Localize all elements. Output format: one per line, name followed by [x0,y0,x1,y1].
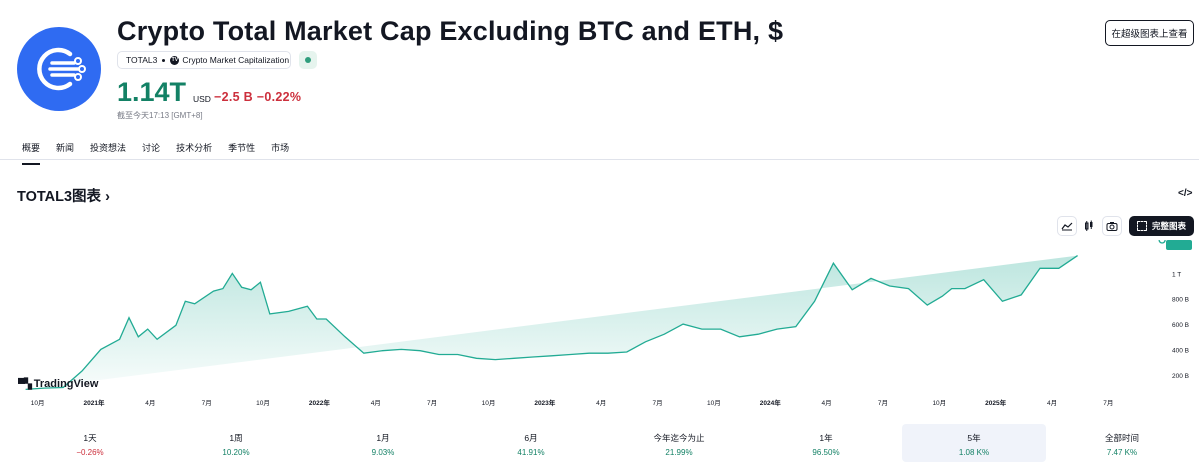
period-label: 6月 [524,433,538,443]
last-value-marker [1158,240,1166,244]
period-label: 5年 [967,433,981,443]
period-change-value: 96.50% [812,448,840,457]
full-chart-label: 完整图表 [1151,221,1186,231]
tab-technicals[interactable]: 技术分析 [176,143,213,153]
x-tick-label: 10月 [482,399,496,407]
period-label: 1周 [229,433,243,443]
total3-logo [17,27,101,111]
performance-periods: 1天 −0.26% 1周 10.20% 1月 9.03% 6月 41.91% 今年迄今为止 21.… [0,424,1199,462]
series-line [25,255,1078,391]
x-tick-label: 7月 [878,399,888,407]
camera-icon[interactable] [1102,216,1122,236]
page-title: Crypto Total Market Cap Excluding BTC an… [117,16,784,46]
tab-overview[interactable]: 概要 [22,141,41,165]
period-2[interactable]: 1月 9.03% [311,424,455,462]
full-chart-button[interactable]: 完整图表 [1129,216,1194,236]
timestamp: 截至今天17:13 [GMT+8] [117,111,203,120]
period-change-value: 7.47 K% [1106,448,1138,457]
y-tick-label: 400 B [1172,347,1189,354]
x-tick-label: 7月 [1103,399,1113,407]
period-change-value: 1.08 K% [958,448,990,457]
x-tick-label: 4月 [596,399,606,407]
status-dot-icon [305,57,311,63]
tab-seasonals[interactable]: 季节性 [228,143,256,153]
period-3[interactable]: 6月 41.91% [459,424,603,462]
symbol-label: TOTAL3 [126,55,158,65]
x-tick-label: 7月 [202,399,212,407]
period-1[interactable]: 1周 10.20% [164,424,308,462]
period-change-value: 9.03% [371,448,395,457]
candles-icon[interactable] [1079,216,1099,236]
symbol-chip[interactable]: TOTAL3 TV Crypto Market Capitalization [117,51,291,69]
y-tick-label: 1 T [1172,271,1181,278]
separator-dot [162,58,166,62]
market-status-badge[interactable] [299,51,317,69]
last-value-badge [1166,240,1192,250]
price-value: 1.14T [117,77,187,107]
chevron-right-icon: › [101,189,110,205]
source-label: Crypto Market Capitalization [182,55,290,65]
period-4[interactable]: 今年迄今为止 21.99% [607,424,751,462]
period-label: 全部时间 [1104,433,1139,443]
period-0[interactable]: 1天 −0.26% [18,424,162,462]
period-6[interactable]: 5年 1.08 K% [902,424,1046,462]
tab-divider [0,159,1199,160]
x-tick-label: 7月 [427,399,437,407]
market-cap-icon [37,47,86,91]
watermark-label: TradingView [33,378,99,390]
period-change-value: 41.91% [517,448,545,457]
tradingview-watermark: ▀▚ TradingView [18,378,98,390]
x-tick-label: 10月 [707,399,721,407]
x-tick-label: 2021年 [84,398,105,407]
y-tick-label: 600 B [1172,322,1189,329]
x-tick-label: 10月 [932,399,946,407]
x-tick-label: 4月 [145,399,155,407]
area-fill [25,255,1078,390]
tradingview-icon: TV [170,55,180,65]
x-tick-label: 4月 [822,399,832,407]
x-tick-label: 2023年 [534,398,555,407]
x-tick-label: 7月 [652,399,662,407]
currency-label: USD [193,94,211,104]
price-change: −2.5 B −0.22% [214,90,302,104]
x-tick-label: 2025年 [985,398,1006,407]
tab-ideas[interactable]: 投资想法 [90,143,127,153]
tab-bar: 概要 新闻 投资想法 讨论 技术分析 季节性 市场 [22,141,305,165]
chart-section-title[interactable]: TOTAL3图表 › [17,185,110,206]
last-value-label: 1.14T [1171,240,1188,242]
period-label: 1年 [819,433,833,443]
x-tick-label: 4月 [1047,399,1057,407]
x-tick-label: 2024年 [760,398,781,407]
period-change-value: 10.20% [222,448,250,457]
period-label: 今年迄今为止 [653,433,705,443]
area-style-icon[interactable] [1057,216,1077,236]
y-tick-label: 800 B [1172,297,1189,304]
market-cap-chart[interactable]: 1 T 800 B 600 B 400 B 200 B 10月 2021年 4月 7月 10月 2… [0,240,1199,412]
tab-markets[interactable]: 市场 [271,143,290,153]
x-tick-label: 2022年 [309,398,330,407]
embed-code-icon[interactable]: </> [1178,188,1193,199]
period-label: 1天 [83,433,97,443]
tab-discussion[interactable]: 讨论 [142,143,161,153]
tradingview-logo-icon: ▀▚ [18,378,32,390]
period-change-value: 21.99% [665,448,693,457]
period-5[interactable]: 1年 96.50% [754,424,898,462]
chart-section-label: TOTAL3图表 [17,189,102,205]
x-tick-label: 10月 [256,399,270,407]
x-tick-label: 10月 [31,399,45,407]
period-7[interactable]: 全部时间 7.47 K% [1050,424,1194,462]
fullscreen-icon [1136,221,1147,231]
x-tick-label: 4月 [371,399,381,407]
tab-news[interactable]: 新闻 [56,143,75,153]
open-supercharts-button[interactable]: 在超级图表上查看 [1105,20,1194,46]
period-change-value: −0.26% [76,448,104,457]
y-tick-label: 200 B [1172,373,1189,380]
period-label: 1月 [376,433,390,443]
